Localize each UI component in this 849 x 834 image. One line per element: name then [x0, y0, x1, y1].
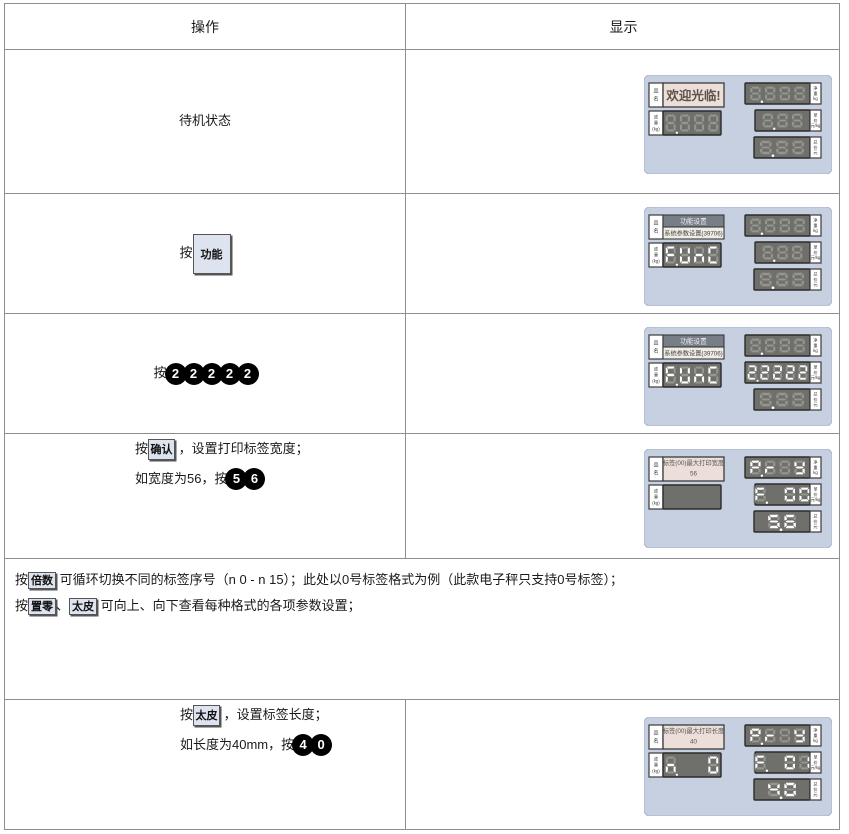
svg-text:名: 名 — [653, 95, 658, 102]
svg-text:品: 品 — [653, 340, 658, 346]
svg-text:功能设置: 功能设置 — [680, 336, 707, 345]
svg-text:重: 重 — [654, 493, 659, 499]
svg-text:重: 重 — [813, 464, 817, 470]
svg-text:kg: kg — [813, 228, 818, 233]
svg-text:标签(00)最大打印宽度: 标签(00)最大打印宽度 — [663, 458, 725, 467]
svg-text:名: 名 — [653, 738, 658, 745]
svg-text:总: 总 — [813, 390, 817, 396]
svg-text:名: 名 — [653, 227, 658, 234]
svg-text:kg: kg — [813, 470, 818, 475]
svg-text:标签(00)最大打印长度: 标签(00)最大打印长度 — [663, 726, 725, 735]
svg-text:系统参数设置(39706): 系统参数设置(39706) — [664, 349, 722, 357]
svg-text:皮: 皮 — [654, 487, 659, 494]
svg-text:品: 品 — [653, 463, 658, 469]
svg-text:重: 重 — [654, 371, 659, 377]
svg-text:重: 重 — [813, 89, 817, 95]
svg-text:皮: 皮 — [654, 365, 659, 372]
svg-text:总: 总 — [813, 781, 817, 787]
svg-text:重: 重 — [813, 341, 817, 347]
svg-text:重: 重 — [654, 119, 659, 125]
svg-text:重: 重 — [813, 221, 817, 227]
svg-text:品: 品 — [653, 220, 658, 226]
svg-text:皮: 皮 — [654, 245, 659, 252]
svg-text:功能设置: 功能设置 — [680, 216, 707, 225]
svg-text:重: 重 — [654, 251, 659, 257]
svg-text:40: 40 — [690, 739, 698, 746]
svg-text:56: 56 — [690, 471, 698, 478]
svg-text:皮: 皮 — [654, 755, 659, 762]
svg-text:系统参数设置(39706): 系统参数设置(39706) — [664, 229, 722, 237]
svg-text:重: 重 — [813, 732, 817, 738]
svg-text:品: 品 — [653, 88, 658, 94]
svg-text:重: 重 — [654, 761, 659, 767]
svg-text:总: 总 — [813, 270, 817, 276]
svg-text:欢迎光临!: 欢迎光临! — [665, 88, 720, 103]
svg-text:(kg): (kg) — [652, 378, 660, 383]
svg-text:kg: kg — [813, 96, 818, 101]
svg-text:总: 总 — [813, 513, 817, 519]
svg-text:皮: 皮 — [654, 113, 659, 120]
svg-text:(kg): (kg) — [652, 768, 660, 773]
svg-text:(kg): (kg) — [652, 258, 660, 263]
svg-text:kg: kg — [813, 738, 818, 743]
svg-text:(kg): (kg) — [652, 500, 660, 505]
svg-text:kg: kg — [813, 348, 818, 353]
svg-text:名: 名 — [653, 347, 658, 354]
svg-text:品: 品 — [653, 731, 658, 737]
svg-text:名: 名 — [653, 470, 658, 477]
svg-text:总: 总 — [813, 138, 817, 144]
svg-text:(kg): (kg) — [652, 126, 660, 131]
